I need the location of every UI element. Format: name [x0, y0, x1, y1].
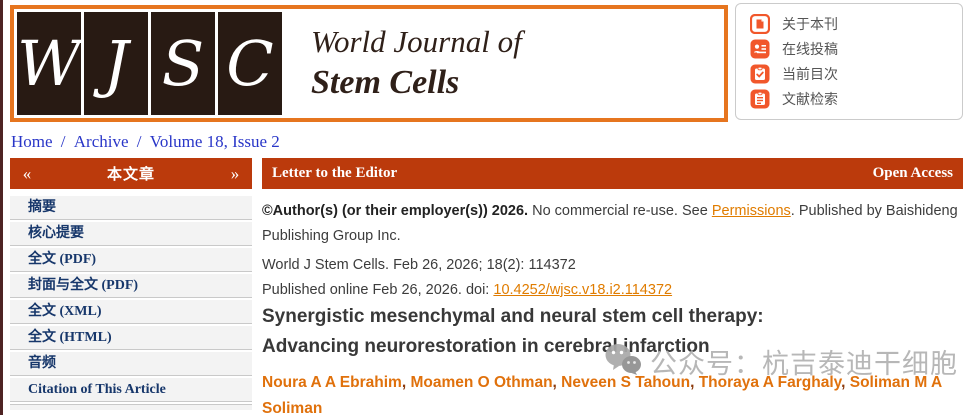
- breadcrumb-home[interactable]: Home: [11, 132, 53, 151]
- quickmenu-item-literature-search[interactable]: 文献检索: [750, 89, 962, 109]
- quick-menu: 关于本刊在线投稿当前目次文献检索: [735, 3, 963, 120]
- sidebar-item-citation[interactable]: Citation of This Article: [10, 378, 252, 402]
- logo-letter-j: J: [84, 12, 148, 115]
- author-separator: ,: [401, 374, 411, 391]
- logo-letter-s: S: [151, 12, 215, 115]
- breadcrumb: Home / Archive / Volume 18, Issue 2: [11, 132, 280, 152]
- logo-letter-c: C: [218, 12, 282, 115]
- online-submission-icon: [750, 39, 770, 59]
- published-online-text: Published online Feb 26, 2026. doi:: [262, 282, 494, 298]
- author-separator: ,: [552, 374, 562, 391]
- breadcrumb-archive[interactable]: Archive: [73, 132, 129, 151]
- sidebar-header: « 本文章 »: [10, 158, 252, 189]
- quickmenu-item-online-submission[interactable]: 在线投稿: [750, 39, 962, 59]
- article-type-label: Letter to the Editor: [272, 165, 398, 181]
- citation-line-2: Published online Feb 26, 2026. doi: 10.4…: [262, 278, 963, 303]
- logo-letter-w: W: [17, 12, 81, 115]
- sidebar-item-partial: [10, 404, 252, 410]
- quickmenu-label: 在线投稿: [782, 40, 838, 57]
- copyright-text-2: . Published by Baishideng Publishing Gro…: [262, 203, 958, 244]
- collapse-left-icon[interactable]: «: [22, 163, 32, 183]
- citation-block: World J Stem Cells. Feb 26, 2026; 18(2):…: [262, 253, 963, 303]
- author-name[interactable]: Neveen S Tahoun: [561, 374, 691, 391]
- journal-title: World Journal of Stem Cells: [285, 12, 721, 115]
- sidebar-item-audio[interactable]: 音频: [10, 352, 252, 376]
- open-access-badge: Open Access: [872, 165, 953, 181]
- quickmenu-label: 当前目次: [782, 66, 838, 83]
- author-name[interactable]: Noura A A Ebrahim: [262, 374, 402, 391]
- article-title: Synergistic mesenchymal and neural stem …: [262, 306, 764, 357]
- breadcrumb-separator: /: [56, 132, 70, 151]
- sidebar-item-abstract[interactable]: 摘要: [10, 196, 252, 220]
- author-name[interactable]: Thoraya A Farghaly: [698, 374, 842, 391]
- sidebar-item-cover-full-text-pdf[interactable]: 封面与全文 (PDF): [10, 274, 252, 298]
- sidebar-item-full-text-pdf[interactable]: 全文 (PDF): [10, 248, 252, 272]
- breadcrumb-separator: /: [132, 132, 146, 151]
- sidebar-item-full-text-html[interactable]: 全文 (HTML): [10, 326, 252, 350]
- sidebar-menu: 摘要 核心提要 全文 (PDF) 封面与全文 (PDF) 全文 (XML) 全文 (HTM…: [10, 196, 252, 410]
- author-separator: ,: [690, 374, 699, 391]
- article-type-banner: Letter to the Editor Open Access: [262, 158, 963, 189]
- current-issue-icon: [750, 64, 770, 84]
- copyright-bold: ©Author(s) (or their employer(s)) 2026.: [262, 203, 529, 219]
- citation-line-1: World J Stem Cells. Feb 26, 2026; 18(2):…: [262, 257, 576, 273]
- author-separator: ,: [841, 374, 850, 391]
- journal-title-line1: World Journal of: [311, 24, 522, 59]
- journal-about-icon: [750, 13, 770, 34]
- copyright-notice: ©Author(s) (or their employer(s)) 2026. …: [262, 199, 963, 249]
- author-name[interactable]: Moamen O Othman: [410, 374, 553, 391]
- breadcrumb-volume-issue[interactable]: Volume 18, Issue 2: [149, 132, 280, 151]
- quickmenu-label: 关于本刊: [782, 15, 838, 32]
- quickmenu-label: 文献检索: [782, 91, 838, 108]
- quickmenu-item-about-journal[interactable]: 关于本刊: [750, 13, 962, 34]
- page-left-border: [0, 0, 3, 415]
- copyright-text-1: No commercial re-use. See: [528, 203, 712, 219]
- sidebar-item-full-text-xml[interactable]: 全文 (XML): [10, 300, 252, 324]
- author-name[interactable]: Soliman M A Soliman: [262, 374, 942, 415]
- literature-search-icon: [750, 89, 770, 109]
- sidebar-item-core-tips[interactable]: 核心提要: [10, 222, 252, 246]
- expand-right-icon[interactable]: »: [230, 163, 240, 183]
- sidebar-header-title: 本文章: [106, 167, 155, 183]
- journal-title-line2: Stem Cells: [311, 64, 460, 101]
- quickmenu-item-current-issue[interactable]: 当前目次: [750, 64, 962, 84]
- doi-link[interactable]: 10.4252/wjsc.v18.i2.114372: [493, 282, 673, 298]
- author-list: Noura A A Ebrahim, Moamen O Othman, Neve…: [262, 370, 963, 415]
- permissions-link[interactable]: Permissions: [711, 203, 791, 219]
